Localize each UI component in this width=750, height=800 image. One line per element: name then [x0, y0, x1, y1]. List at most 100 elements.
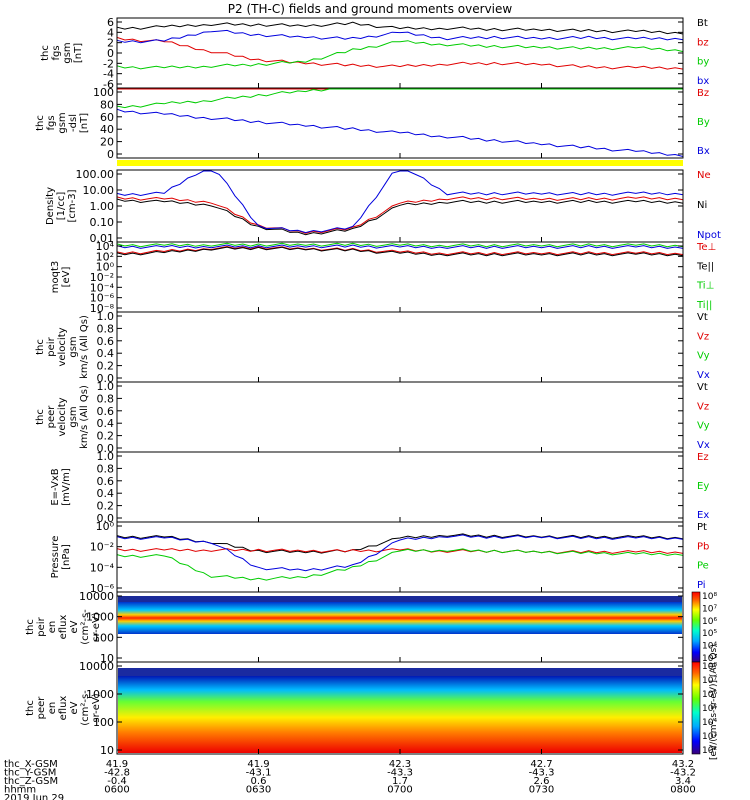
- x-axis-value: -43.1: [246, 768, 272, 779]
- y-axis-label-line: gsm: [57, 112, 68, 133]
- y-axis-label-line: thc: [40, 45, 51, 61]
- legend-density-Ne: Ne: [697, 170, 711, 181]
- y-axis-label-line: Pressure: [50, 536, 61, 579]
- y-tick-label: 10.00: [83, 184, 115, 197]
- colorbar-tick: 10⁸: [702, 662, 717, 672]
- x-axis-value: 0630: [246, 785, 271, 796]
- y-axis-label-line: eflux: [58, 615, 69, 640]
- y-tick-label: 0.6: [97, 405, 115, 418]
- y-axis-label-line: eV: [69, 701, 80, 714]
- y-axis-label-efield: E=-VxB [mV/m]: [50, 468, 72, 506]
- colorbar-tick: 10⁵: [702, 704, 717, 714]
- y-tick-label: 10⁻²: [90, 541, 114, 554]
- y-tick-label: 0.0: [97, 512, 115, 525]
- legend-fgs-bx: bx: [697, 76, 709, 87]
- y-axis-label-line: [cm-3]: [67, 189, 78, 222]
- colorbar-tick: 10⁷: [702, 604, 717, 614]
- legend-fgs-by: by: [697, 57, 709, 68]
- y-tick-label: 10: [100, 744, 114, 757]
- y-axis-label-line: peer: [46, 405, 57, 429]
- y-tick-label: 0: [107, 47, 114, 60]
- x-axis-row-label: thc_Y-GSM: [4, 768, 56, 779]
- y-tick-label: 0.6: [97, 475, 115, 488]
- colorbar-label: [eV/(cm²-s-sr-eV)] (All Qs): [709, 644, 719, 760]
- y-tick-label: 40: [100, 123, 114, 136]
- legend-peer-velocity-Vx: Vx: [697, 440, 710, 451]
- panel-frames: [116, 17, 684, 755]
- legend-efield-Ex: Ex: [697, 510, 709, 521]
- x-axis-value: -43.3: [387, 768, 413, 779]
- y-axis-label-line: gsm: [62, 42, 73, 63]
- colorbar-tick: 10⁷: [702, 676, 717, 686]
- y-axis-label-peer-spec: thc peer en eflux eV (cm²-s-sr-eV): [25, 690, 102, 726]
- trace-Te⊥: [116, 245, 684, 256]
- x-axis-value: 0.6: [251, 776, 267, 787]
- y-tick-label: 4: [107, 26, 114, 39]
- x-axis-value: 0700: [387, 785, 412, 796]
- trace-Ti⊥: [116, 244, 684, 249]
- y-tick-label: 6: [107, 16, 114, 29]
- trace-By: [116, 88, 683, 109]
- x-axis-row-label: hhmm: [4, 785, 36, 796]
- y-tick-label: 10: [100, 652, 114, 665]
- y-axis-label-line: [eV]: [61, 267, 72, 288]
- panel-frame-density: [116, 169, 684, 243]
- legend-density-Npot: Npot: [697, 230, 721, 241]
- x-axis-value: 1.7: [392, 776, 408, 787]
- trace-Pe: [116, 548, 684, 581]
- y-axis-label-line: sr-eV): [91, 693, 102, 722]
- y-tick-label: 0.6: [97, 335, 115, 348]
- legend-temperature-Te⊥: Te⊥: [696, 242, 716, 253]
- y-tick-label: 0.0: [97, 372, 115, 385]
- y-tick-label: 1.0: [97, 380, 115, 393]
- legend-peer-velocity-Vy: Vy: [697, 421, 710, 432]
- y-tick-label: 10⁻²: [90, 271, 114, 284]
- y-tick-label: 80: [100, 98, 114, 111]
- trace-Pb: [116, 548, 684, 554]
- x-axis-row-label: thc_X-GSM: [4, 759, 58, 770]
- y-axis-label-line: gsm: [68, 336, 79, 357]
- y-tick-label: -2: [103, 57, 114, 70]
- legend-fgs-bz: bz: [697, 37, 709, 48]
- y-tick-label: 0.2: [97, 360, 115, 373]
- y-axis-label-line: (cm²-s-: [80, 609, 91, 645]
- y-tick-label: 10⁰: [96, 261, 115, 274]
- x-axis-value: 43.2: [672, 759, 694, 770]
- colorbar-tick: 10³: [702, 654, 717, 664]
- peir-spectrogram-noise: [118, 596, 682, 602]
- spectrogram-layer: [118, 596, 682, 753]
- y-tick-label: 10⁻⁶: [90, 582, 115, 595]
- x-axis-value: 42.7: [530, 759, 552, 770]
- panel-frame-peir-velocity: [116, 311, 684, 383]
- peer-spectrogram-noise: [118, 668, 682, 676]
- y-tick-label: 0.4: [97, 417, 115, 430]
- legend-fgs-dsl-By: By: [697, 117, 710, 128]
- trace-Bt: [116, 21, 684, 35]
- y-axis-label-line: velocity: [57, 327, 68, 366]
- y-axis-label-line: thc: [35, 409, 46, 425]
- y-axis-label-line: thc: [35, 339, 46, 355]
- y-tick-label: -6: [103, 78, 114, 91]
- y-tick-label: 10000: [79, 590, 114, 603]
- y-axis-label-line: fgs: [46, 115, 57, 130]
- legend-efield-Ez: Ez: [697, 452, 709, 463]
- legend-temperature-Ti||: Ti||: [696, 300, 712, 311]
- legend-peir-velocity-Vz: Vz: [697, 331, 709, 342]
- x-axis-value: 3.4: [675, 776, 691, 787]
- y-axis-label-line: [nT]: [79, 113, 90, 133]
- x-axis-value: 0600: [104, 785, 129, 796]
- peer-spectrogram-band: [118, 674, 682, 753]
- trace-bz: [116, 36, 684, 70]
- y-tick-label: 0.4: [97, 487, 115, 500]
- x-axis-value: 0730: [529, 785, 554, 796]
- y-axis-label-line: -dsl: [68, 114, 79, 132]
- x-axis-value: 42.3: [389, 759, 411, 770]
- y-tick-label: 1000: [86, 688, 114, 701]
- y-tick-label: 0.2: [97, 430, 115, 443]
- y-tick-label: 10⁻⁸: [90, 302, 115, 315]
- x-axis-value: -43.3: [529, 768, 555, 779]
- colorbar-tick: 10⁸: [702, 592, 717, 602]
- x-axis-value: -43.2: [670, 768, 696, 779]
